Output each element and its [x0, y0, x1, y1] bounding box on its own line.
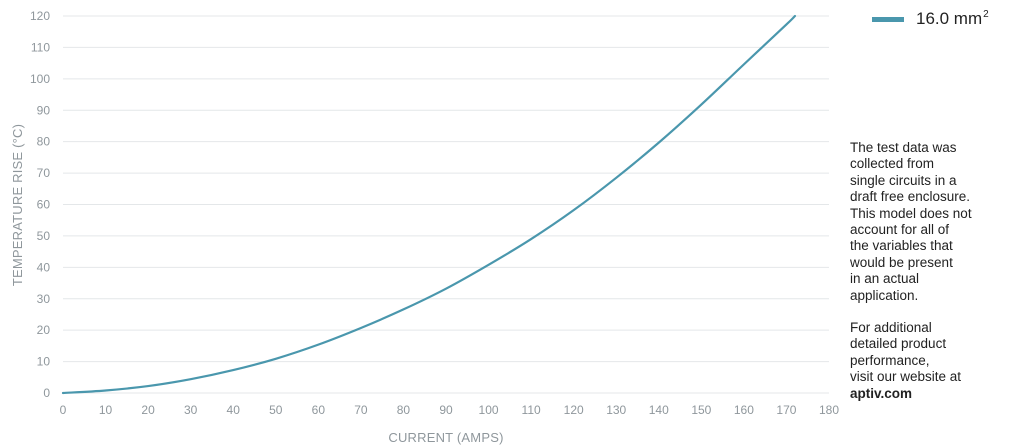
temperature-rise-chart: 0 10 20 30 40 50 60 70 80 90 100 110 120 0 10 20 30 40 50…: [10, 9, 840, 445]
y-tick-label-6: 60: [37, 198, 51, 212]
x-tick-label-17: 170: [776, 403, 796, 417]
y-tick-label-7: 70: [37, 166, 51, 180]
x-tick-label-14: 140: [649, 403, 669, 417]
x-tick-label-5: 50: [269, 403, 283, 417]
legend-label: 16.0 mm2: [916, 9, 989, 29]
legend-label-superscript: 2: [983, 9, 989, 20]
x-tick-label-4: 40: [227, 403, 241, 417]
x-tick-label-10: 100: [479, 403, 499, 417]
series-line-0: [61, 14, 797, 395]
additional-info-note: For additional detailed product performa…: [850, 320, 1016, 402]
legend-swatch: [872, 16, 904, 22]
grid-lines: [63, 15, 829, 394]
x-tick-label-18: 180: [819, 403, 839, 417]
x-tick-label-13: 130: [606, 403, 626, 417]
x-tick-label-8: 80: [397, 403, 411, 417]
legend-label-text: 16.0 mm: [916, 9, 983, 28]
y-axis-title: TEMPERATURE RISE (°C): [10, 124, 25, 286]
y-tick-label-5: 50: [37, 229, 51, 243]
x-tick-label-9: 90: [439, 403, 453, 417]
y-tick-label-2: 20: [37, 323, 51, 337]
y-tick-label-9: 90: [37, 103, 51, 117]
x-tick-label-11: 110: [522, 403, 541, 417]
x-tick-label-12: 120: [564, 403, 584, 417]
y-tick-label-10: 100: [30, 72, 50, 86]
website-link[interactable]: aptiv.com: [850, 385, 913, 401]
x-tick-label-16: 160: [734, 403, 754, 417]
y-tick-label-8: 80: [37, 135, 51, 149]
x-tick-label-7: 70: [354, 403, 368, 417]
x-tick-label-0: 0: [60, 403, 67, 417]
series-lines: [61, 14, 797, 395]
y-axis-ticks: 0 10 20 30 40 50 60 70 80 90 100 110 120: [30, 9, 50, 400]
x-tick-label-6: 60: [312, 403, 326, 417]
y-tick-label-1: 10: [37, 355, 51, 369]
y-tick-label-11: 110: [31, 40, 50, 54]
y-tick-label-4: 40: [37, 260, 51, 274]
additional-info-text: For additional detailed product performa…: [850, 320, 962, 385]
y-tick-label-12: 120: [30, 9, 50, 23]
x-tick-label-1: 10: [99, 403, 113, 417]
x-axis-ticks: 0 10 20 30 40 50 60 70 80 90 100 110 120 130 140 150 160…: [60, 403, 840, 417]
legend: 16.0 mm2: [872, 9, 989, 29]
x-tick-label-2: 20: [141, 403, 155, 417]
x-axis-title: CURRENT (AMPS): [388, 430, 503, 445]
notes-panel: The test data was collected from single …: [850, 140, 1016, 418]
x-tick-label-15: 150: [691, 403, 711, 417]
y-tick-label-3: 30: [37, 292, 51, 306]
y-tick-label-0: 0: [43, 386, 50, 400]
x-tick-label-3: 30: [184, 403, 198, 417]
test-data-note: The test data was collected from single …: [850, 140, 972, 303]
